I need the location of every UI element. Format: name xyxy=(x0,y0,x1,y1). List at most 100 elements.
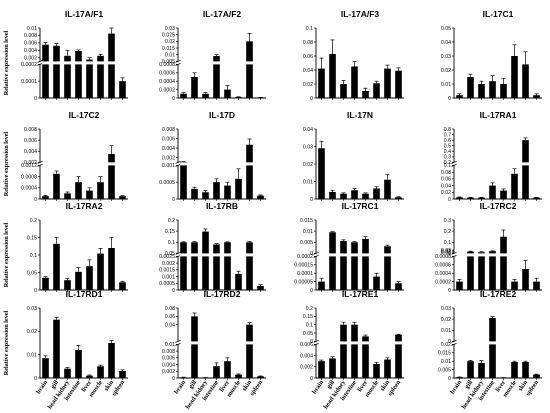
y-tick-label: 0.01 xyxy=(441,82,451,88)
bar-break-gap xyxy=(361,253,370,257)
y-tick-label: 0.006 xyxy=(300,342,313,348)
y-tick-label: 0.03 xyxy=(441,54,451,60)
bar-head-kidney xyxy=(64,368,71,378)
y-tick-label: 0.0006 xyxy=(435,263,451,269)
bar-brain xyxy=(456,281,463,290)
x-category-label: spleen xyxy=(387,379,403,397)
bar-break-gap xyxy=(394,341,403,345)
bar-break-gap xyxy=(350,253,359,257)
bar-break-gap xyxy=(107,61,116,65)
bar-liver xyxy=(362,238,369,290)
y-tick-label: 0 xyxy=(34,96,37,102)
y-tick-label: 0.5 xyxy=(444,144,451,150)
x-category-label: spleen xyxy=(525,379,541,397)
y-tick-label: 0.006 xyxy=(24,138,37,144)
axis-break-mark xyxy=(37,60,43,63)
bar-break-gap xyxy=(477,253,486,257)
bar-brain xyxy=(42,196,49,199)
bar-liver xyxy=(224,361,231,378)
bar-break-gap xyxy=(466,253,475,257)
bar-muscle xyxy=(373,364,380,378)
bar-spleen xyxy=(395,334,402,378)
bar-brain xyxy=(42,277,49,290)
y-tick-label: 0.01 xyxy=(441,359,451,365)
y-tick-label: 0.02 xyxy=(441,249,451,255)
bar-break-gap xyxy=(107,162,116,166)
bar-skin xyxy=(384,179,391,199)
y-tick-label: 0.00015 xyxy=(294,263,313,269)
y-tick-label: 0 xyxy=(310,339,313,345)
y-tick-label: 0.04 xyxy=(165,323,175,329)
y-tick-label: 0.1 xyxy=(30,253,37,259)
y-tick-label: 0.005 xyxy=(438,367,451,373)
y-tick-label: 0.0004 xyxy=(21,186,37,192)
bar-gill xyxy=(467,361,474,378)
bar-muscle xyxy=(97,55,104,98)
panel-il-17n: IL-17N 0 0.01 0.02 0.03 0.04 xyxy=(303,110,404,203)
bar-brain xyxy=(318,361,325,378)
y-tick-label: 0.008 xyxy=(162,127,175,133)
y-tick-label: 0 xyxy=(310,288,313,294)
y-tick-label: 0.3 xyxy=(444,218,451,224)
bar-break-gap xyxy=(74,61,83,65)
bar-muscle xyxy=(97,253,104,290)
bar-break-gap xyxy=(361,341,370,345)
y-tick-label: 0.008 xyxy=(24,127,37,133)
bar-intestine xyxy=(351,324,358,378)
panel-il-17c1: IL-17C1 0 0.01 0.02 0.03 0.04 0.05 xyxy=(441,9,542,102)
bar-brain xyxy=(456,197,463,199)
bar-liver xyxy=(362,91,369,98)
y-axis-label: Relative expression level xyxy=(3,30,10,95)
bar-break-gap xyxy=(499,253,508,257)
bar-liver xyxy=(500,236,507,290)
bar-skin xyxy=(246,242,253,290)
bar-head-kidney xyxy=(478,362,485,378)
bar-skin xyxy=(108,248,115,290)
y-tick-label: 0.02 xyxy=(441,190,451,196)
y-tick-label: 0.15 xyxy=(303,314,313,320)
bar-skin xyxy=(522,64,529,98)
panel-il-17ra2: IL-17RA2 0 0.05 0.1 0.15 0.2 xyxy=(27,201,128,294)
y-tick-label: 0.1 xyxy=(168,240,175,246)
bar-brain xyxy=(456,377,463,378)
bar-head-kidney xyxy=(478,197,485,199)
y-tick-label: 0 xyxy=(172,96,175,102)
y-tick-label: 0.002 xyxy=(162,369,175,375)
y-tick-label: 0.0002 xyxy=(21,62,37,68)
y-axis-label: Relative expression level xyxy=(3,222,10,287)
bar-skin xyxy=(384,359,391,378)
bar-break-gap xyxy=(245,162,254,166)
y-tick-label: 0.02 xyxy=(27,329,37,335)
bar-intestine xyxy=(489,251,496,290)
bar-head-kidney xyxy=(340,84,347,98)
y-tick-label: 0.004 xyxy=(162,362,175,368)
y-tick-label: 0.2 xyxy=(306,306,313,312)
y-tick-label: 0.06 xyxy=(165,314,175,320)
y-tick-label: 0.01 xyxy=(441,250,451,256)
bar-gill xyxy=(329,358,336,378)
bar-break-gap xyxy=(190,341,199,345)
y-tick-label: 0.01 xyxy=(165,53,175,59)
y-tick-label: 0 xyxy=(310,197,313,203)
bar-gill xyxy=(329,192,336,199)
bar-muscle xyxy=(235,97,242,98)
y-tick-label: 0 xyxy=(172,288,175,294)
bar-brain xyxy=(318,148,325,199)
panel-il-17rc1: IL-17RC100.000050.00010.000150.000200.00… xyxy=(294,201,404,294)
bar-break-gap xyxy=(339,341,348,345)
panel-title: IL-17N xyxy=(347,110,373,120)
y-tick-label: 0.002 xyxy=(300,365,313,371)
bar-skin xyxy=(246,324,253,378)
y-tick-label: 0.002 xyxy=(162,155,175,161)
bar-break-gap xyxy=(488,341,497,345)
bar-liver xyxy=(362,193,369,199)
y-tick-label: 0.02 xyxy=(441,317,451,323)
panel-title: IL-17RE2 xyxy=(480,289,517,299)
panel-title: IL-17RB xyxy=(206,201,238,211)
bar-skin xyxy=(246,41,253,98)
y-tick-label: 0.0002 xyxy=(159,87,175,93)
y-tick-label: 0.0005 xyxy=(159,180,175,186)
y-tick-label: 0.04 xyxy=(303,68,313,74)
y-tick-label: 0.006 xyxy=(162,356,175,362)
